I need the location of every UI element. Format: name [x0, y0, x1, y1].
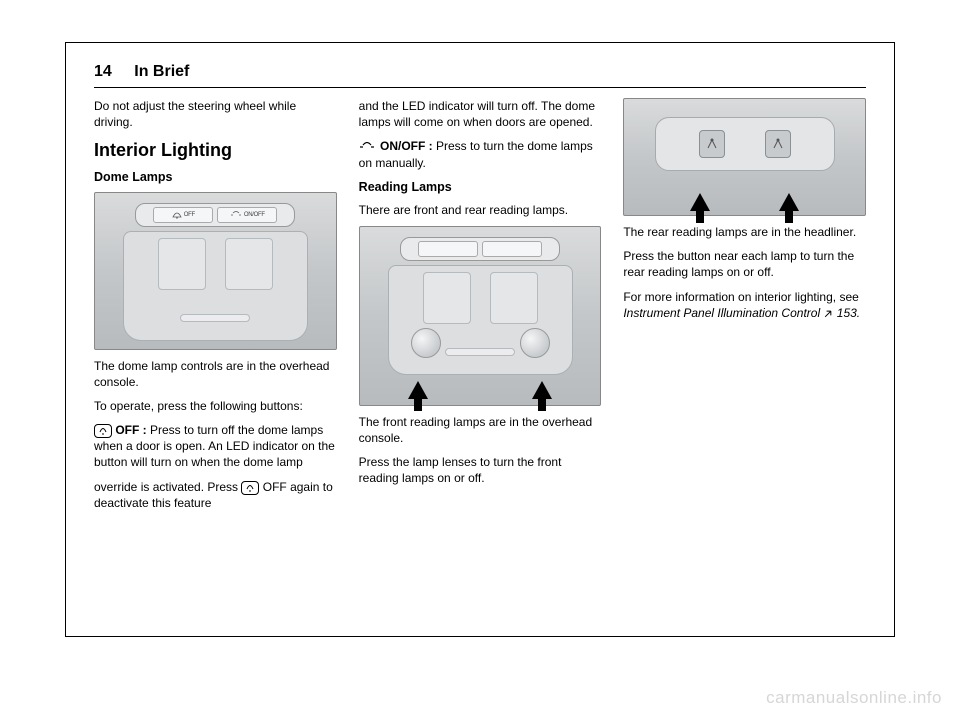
console-button-bar: OFF ON/OFF	[135, 203, 295, 227]
more-info-text: For more information on interior lightin…	[623, 289, 866, 321]
figure-rear-reading-lamps	[623, 98, 866, 216]
overhead-console-illustration-2	[380, 237, 580, 375]
off-description-2: override is activated. Press OFF again t…	[94, 479, 337, 511]
lamp-icon	[705, 137, 719, 151]
rear-lamp-button-left	[699, 130, 725, 158]
led-text: and the LED indicator will turn off. The…	[359, 98, 602, 130]
reading-lamps-intro: There are front and rear reading lamps.	[359, 202, 602, 218]
onoff-label: ON/OFF :	[377, 139, 436, 153]
heading-interior-lighting: Interior Lighting	[94, 138, 337, 162]
warning-text: Do not adjust the steering wheel while d…	[94, 98, 337, 130]
off-label: OFF :	[112, 423, 150, 437]
figure-dome-lamps: OFF ON/OFF	[94, 192, 337, 350]
column-2: and the LED indicator will turn off. The…	[359, 98, 602, 608]
front-lamps-operation: Press the lamp lenses to turn the front …	[359, 454, 602, 486]
off-button-illustration: OFF	[153, 207, 213, 223]
dome-location-text: The dome lamp controls are in the overhe…	[94, 358, 337, 390]
dome-onoff-icon	[359, 142, 375, 152]
heading-reading-lamps: Reading Lamps	[359, 179, 602, 196]
off-text-2a: override is activated. Press	[94, 480, 241, 494]
console-slot	[180, 314, 250, 322]
column-3: The rear reading lamps are in the headli…	[623, 98, 866, 608]
dome-off-icon	[94, 424, 112, 438]
more-info-page: 153.	[833, 306, 860, 320]
console-body-2	[388, 265, 573, 375]
onoff-description: ON/OFF : Press to turn the dome lamps on…	[359, 138, 602, 170]
manual-page: 14 In Brief Do not adjust the steering w…	[65, 42, 895, 637]
console-slot-2	[445, 348, 515, 356]
rear-lamps-location: The rear reading lamps are in the headli…	[623, 224, 866, 240]
arrow-up-icon	[532, 381, 552, 399]
console-button-bar-2	[400, 237, 560, 261]
content-columns: Do not adjust the steering wheel while d…	[94, 98, 866, 608]
arrow-up-icon	[779, 193, 799, 211]
overhead-console-illustration: OFF ON/OFF	[115, 203, 315, 341]
heading-dome-lamps: Dome Lamps	[94, 169, 337, 186]
figure-front-reading-lamps	[359, 226, 602, 406]
off-description: OFF : Press to turn off the dome lamps w…	[94, 422, 337, 471]
onoff-button-label: ON/OFF	[244, 211, 265, 219]
front-lamps-location: The front reading lamps are in the overh…	[359, 414, 602, 446]
page-number: 14	[94, 63, 112, 81]
rear-lamp-panel	[655, 117, 835, 171]
onoff-button-illustration-2	[482, 241, 542, 257]
onoff-button-illustration: ON/OFF	[217, 207, 277, 223]
page-header: 14 In Brief	[94, 63, 866, 88]
off-button-illustration-2	[418, 241, 478, 257]
column-1: Do not adjust the steering wheel while d…	[94, 98, 337, 608]
more-info-ref: Instrument Panel Illumination Control	[623, 306, 820, 320]
console-body	[123, 231, 308, 341]
rear-lamp-button-right	[765, 130, 791, 158]
rear-lamps-operation: Press the button near each lamp to turn …	[623, 248, 866, 280]
right-reading-lamp-lens	[520, 328, 550, 358]
dome-off-icon-2	[241, 481, 259, 495]
lamp-icon	[771, 137, 785, 151]
operate-text: To operate, press the following buttons:	[94, 398, 337, 414]
arrow-up-icon	[408, 381, 428, 399]
crossref-icon	[823, 309, 833, 319]
arrow-up-icon	[690, 193, 710, 211]
more-info-a: For more information on interior lightin…	[623, 290, 858, 304]
left-reading-lamp-lens	[411, 328, 441, 358]
watermark: carmanualsonline.info	[766, 688, 942, 708]
off-button-label: OFF	[184, 211, 195, 219]
section-title: In Brief	[134, 63, 189, 81]
